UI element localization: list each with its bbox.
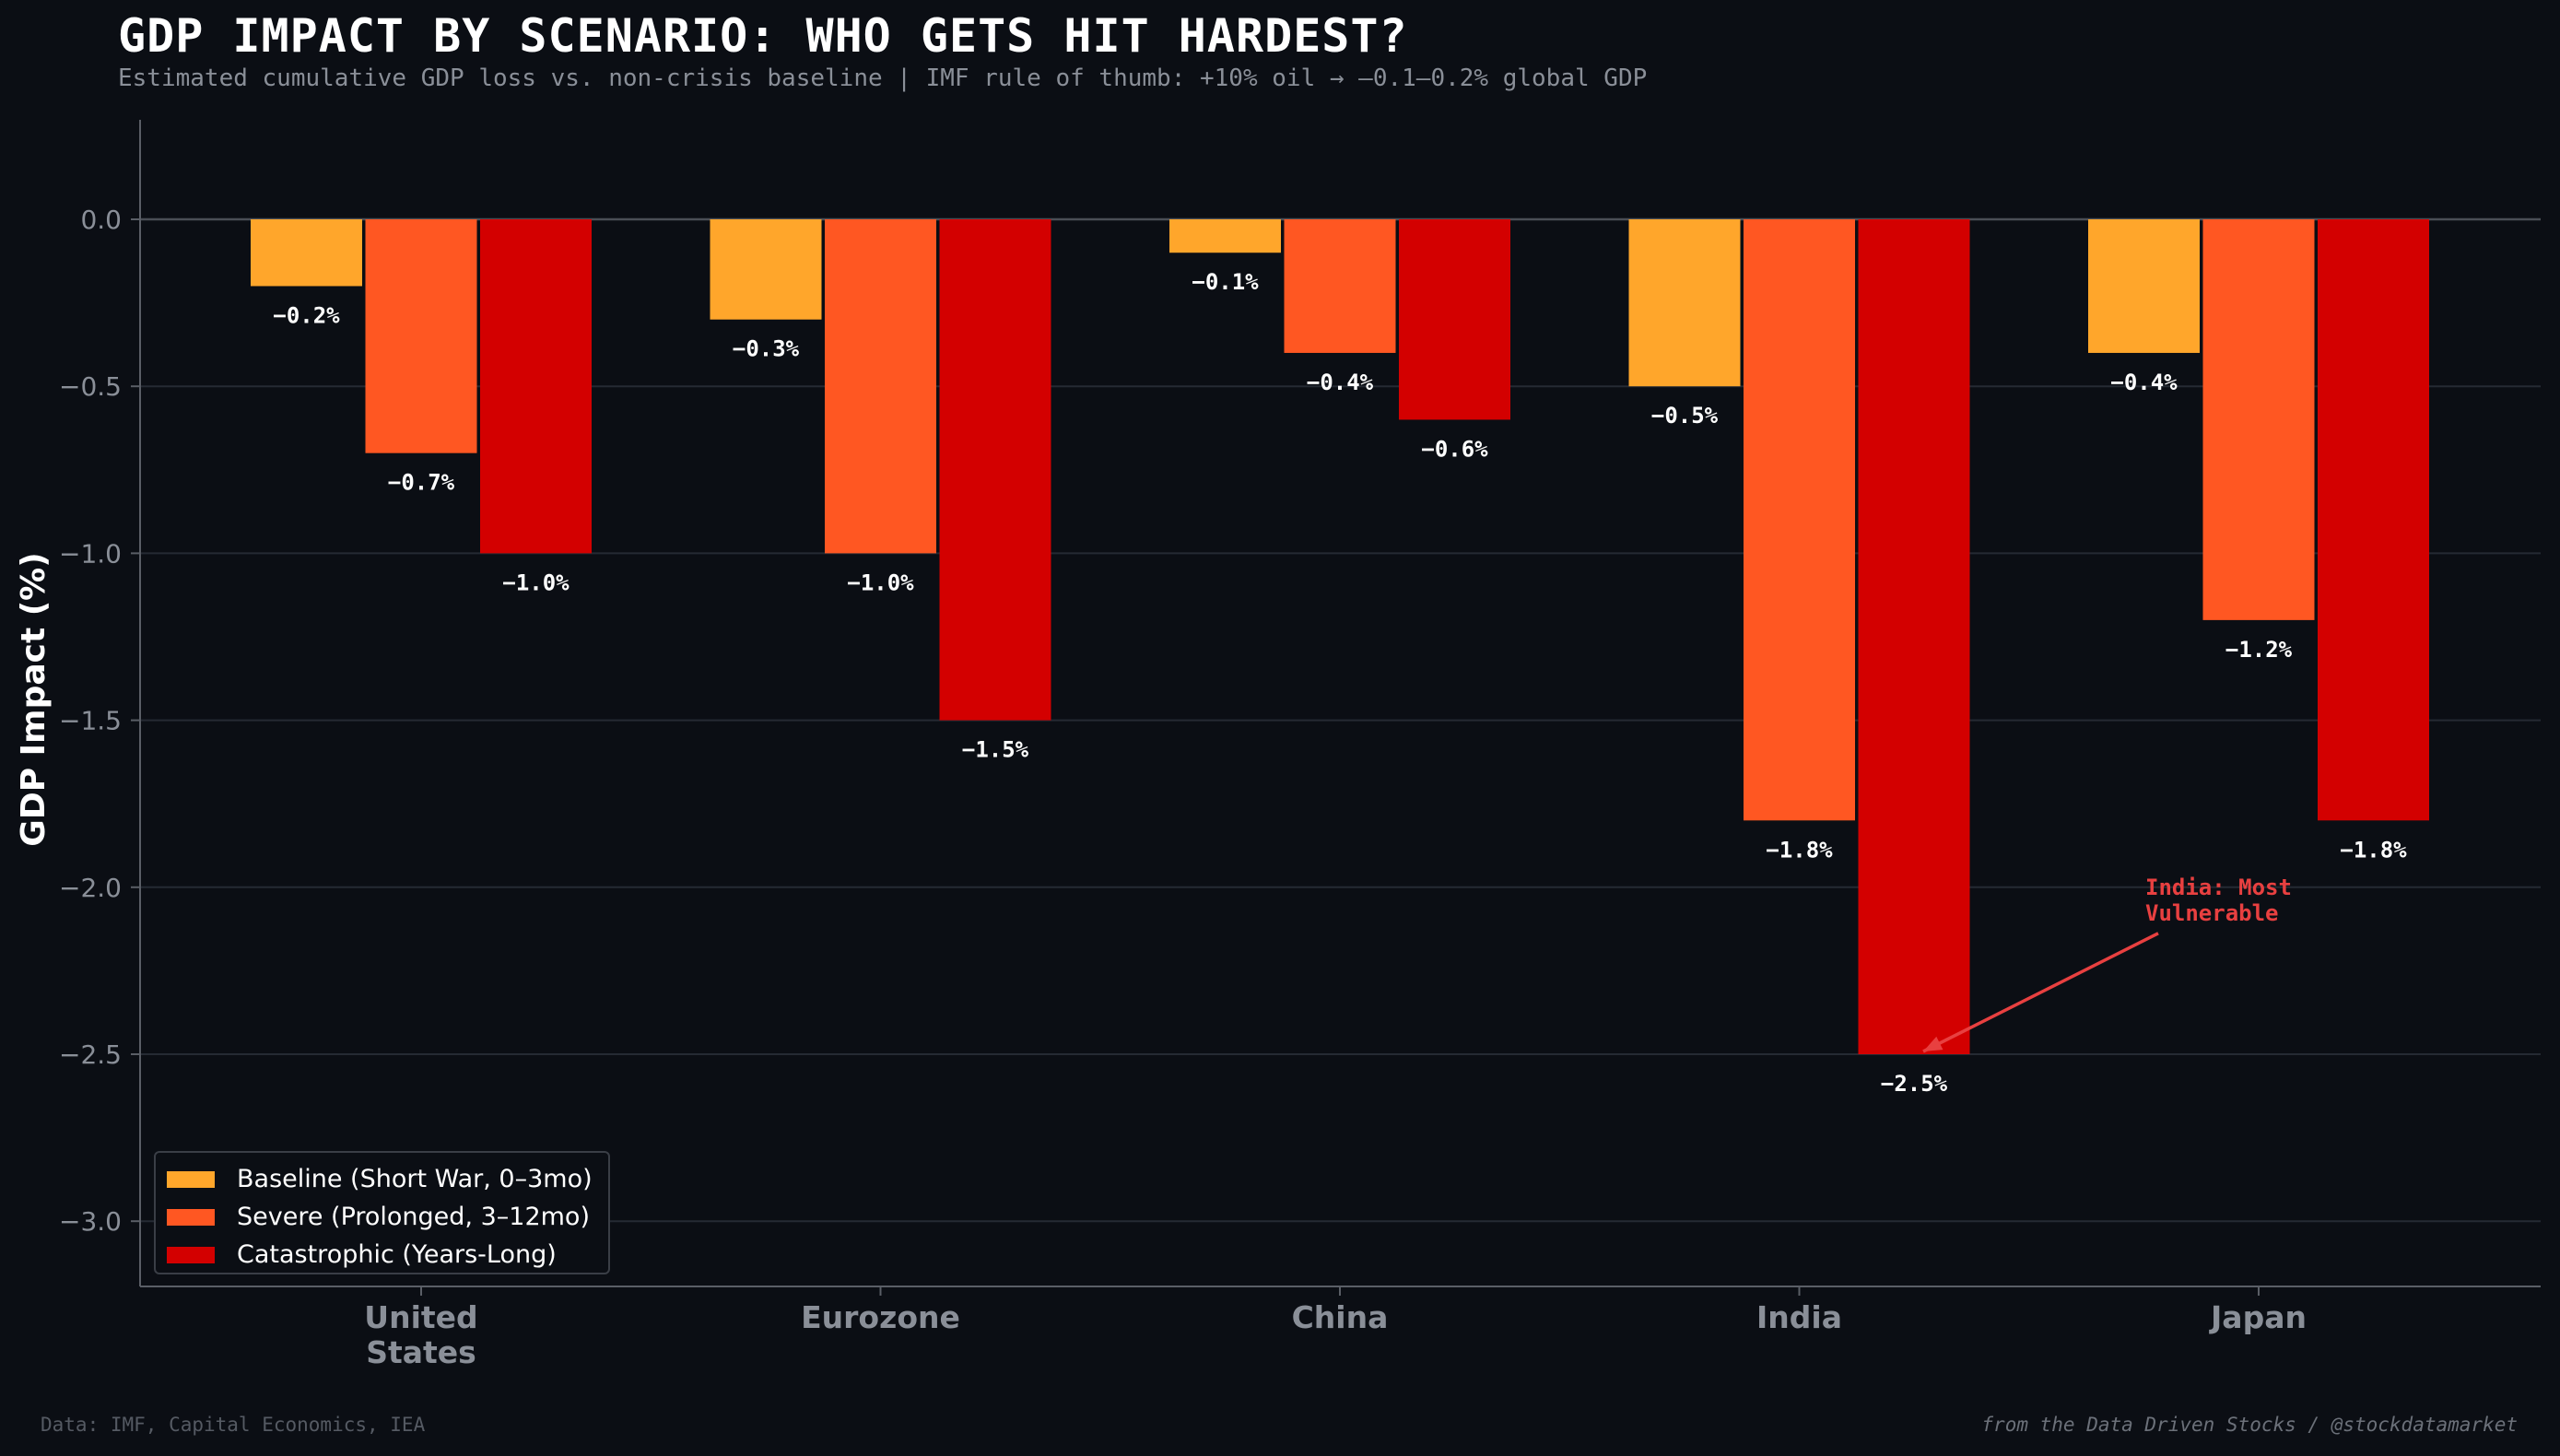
bar bbox=[1744, 219, 1855, 821]
y-tick-label: −0.5 bbox=[59, 371, 122, 402]
legend-swatch-baseline bbox=[167, 1170, 215, 1188]
y-tick-label: 0.0 bbox=[80, 205, 122, 235]
bar bbox=[365, 219, 477, 453]
axes: 0.0 −0.5 −1.0 −1.5 −2.0 −2.5 −3.0 GDP Impact (%… bbox=[15, 120, 2541, 1370]
bar-value-label: −0.7% bbox=[388, 470, 455, 496]
chart-subtitle: Estimated cumulative GDP loss vs. non-cr… bbox=[118, 65, 1648, 92]
bar bbox=[2088, 219, 2200, 353]
data-labels: −0.2% −0.7% −1.0% −0.3% −1.0% −1.5% −0.1% −0.4%… bbox=[273, 269, 2407, 1097]
x-category-label: Japan bbox=[2209, 1299, 2307, 1335]
bar-value-label: −0.5% bbox=[1651, 403, 1719, 429]
legend-swatch-catastrophic bbox=[167, 1246, 215, 1263]
annotation-text-line: Vulnerable bbox=[2145, 900, 2279, 926]
x-category-label-line: Eurozone bbox=[801, 1299, 960, 1335]
legend-item-baseline: Baseline (Short War, 0–3mo) bbox=[167, 1160, 608, 1198]
bar bbox=[939, 219, 1051, 721]
y-tick-label: −3.0 bbox=[59, 1206, 122, 1237]
x-category-label-line: India bbox=[1756, 1299, 1842, 1335]
x-category-label: India bbox=[1756, 1299, 1842, 1335]
bar bbox=[1858, 219, 1970, 1054]
legend-label-severe: Severe (Prolonged, 3–12mo) bbox=[237, 1203, 590, 1231]
bar-value-label: −2.5% bbox=[1881, 1071, 1948, 1097]
bar bbox=[480, 219, 592, 554]
bar bbox=[1284, 219, 1396, 353]
footer-source: Data: IMF, Capital Economics, IEA bbox=[41, 1414, 426, 1436]
legend-label-baseline: Baseline (Short War, 0–3mo) bbox=[237, 1165, 593, 1193]
bar-value-label: −0.2% bbox=[273, 302, 340, 328]
bar-value-label: −0.4% bbox=[1307, 370, 1374, 395]
y-tick-label: −2.0 bbox=[59, 873, 122, 903]
annotation-text-line: India: Most bbox=[2145, 875, 2292, 900]
bar bbox=[2202, 219, 2315, 620]
bar-value-label: −1.5% bbox=[962, 737, 1029, 763]
chart-title: GDP IMPACT BY SCENARIO: WHO GETS HIT HAR… bbox=[118, 9, 1408, 63]
y-tick-label: −1.5 bbox=[59, 706, 122, 736]
bar bbox=[825, 219, 936, 554]
bar bbox=[710, 219, 822, 320]
y-axis-label: GDP Impact (%) bbox=[15, 552, 53, 846]
x-category-label-line: China bbox=[1292, 1299, 1389, 1335]
bar-value-label: −1.0% bbox=[847, 569, 914, 595]
bar bbox=[1169, 219, 1281, 253]
x-category-label: China bbox=[1292, 1299, 1389, 1335]
bars bbox=[251, 219, 2429, 1054]
legend-item-catastrophic: Catastrophic (Years-Long) bbox=[167, 1236, 608, 1274]
y-tick-label: −2.5 bbox=[59, 1039, 122, 1070]
annotation-text: India: Most Vulnerable bbox=[2145, 875, 2292, 926]
bar bbox=[1399, 219, 1510, 420]
legend-label-catastrophic: Catastrophic (Years-Long) bbox=[237, 1240, 557, 1269]
bar-value-label: −1.0% bbox=[502, 569, 570, 595]
bar-value-label: −0.3% bbox=[733, 336, 800, 362]
legend: Baseline (Short War, 0–3mo) Severe (Prol… bbox=[154, 1151, 610, 1274]
bar-value-label: −1.8% bbox=[1766, 837, 1833, 863]
bar-value-label: −1.8% bbox=[2340, 837, 2407, 863]
bar-value-label: −1.2% bbox=[2225, 637, 2293, 663]
bar-value-label: −0.6% bbox=[1421, 436, 1488, 462]
annotation-arrow-line bbox=[1922, 932, 2159, 1053]
x-category-label: United States bbox=[364, 1299, 477, 1370]
annotation: India: Most Vulnerable bbox=[1922, 875, 2292, 1053]
x-category-label-line: Japan bbox=[2209, 1299, 2307, 1335]
annotation-arrow-head bbox=[1923, 1036, 1943, 1051]
bar bbox=[1628, 219, 1741, 387]
bar-value-label: −0.4% bbox=[2110, 370, 2178, 395]
legend-swatch-severe bbox=[167, 1208, 215, 1226]
y-tick-label: −1.0 bbox=[59, 538, 122, 569]
bar-value-label: −0.1% bbox=[1192, 269, 1259, 295]
bar bbox=[251, 219, 362, 287]
x-category-label-line: United bbox=[364, 1299, 477, 1335]
bar bbox=[2318, 219, 2429, 821]
legend-item-severe: Severe (Prolonged, 3–12mo) bbox=[167, 1198, 608, 1236]
footer-credit: from the Data Driven Stocks / @stockdata… bbox=[1981, 1414, 2518, 1436]
x-category-label-line: States bbox=[366, 1334, 476, 1370]
x-category-label: Eurozone bbox=[801, 1299, 960, 1335]
